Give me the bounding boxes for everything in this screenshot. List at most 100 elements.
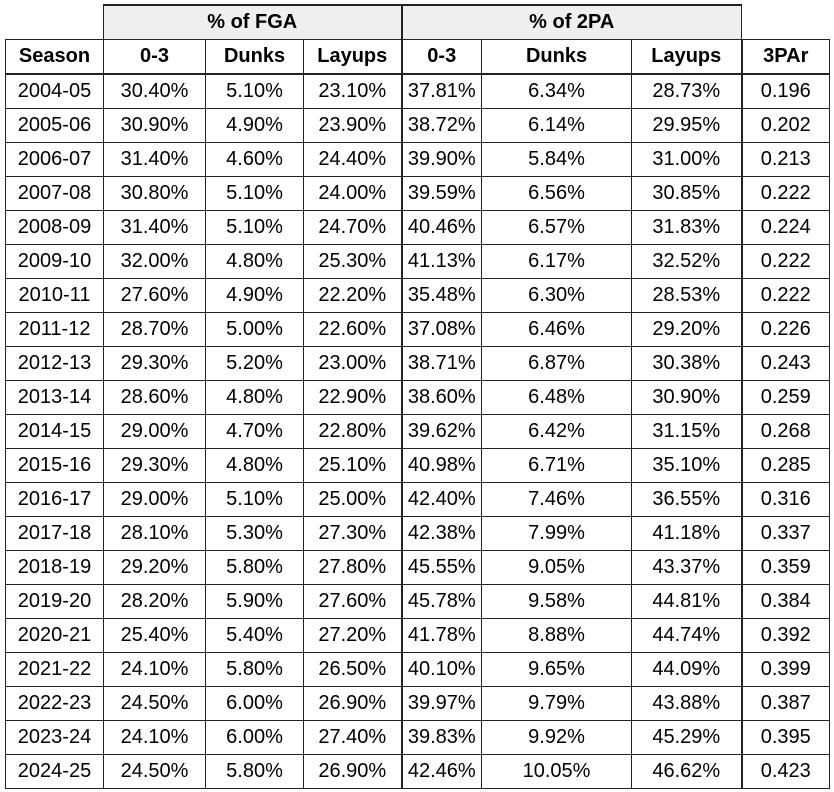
cell-fga-0-3: 28.20%: [103, 584, 206, 619]
cell-fga-0-3: 25.40%: [103, 618, 206, 653]
cell-fga-layups: 27.20%: [303, 618, 403, 653]
cell-2pa-layups: 36.55%: [631, 482, 743, 517]
cell-season: 2006-07: [5, 142, 104, 177]
table-row: 2008-09 31.40% 5.10% 24.70% 40.46% 6.57% 31.83…: [5, 210, 830, 245]
cell-fga-0-3: 31.40%: [103, 142, 206, 177]
cell-2pa-0-3: 38.72%: [400, 108, 482, 143]
cell-fga-layups: 26.90%: [303, 686, 403, 721]
cell-fga-dunks: 5.80%: [205, 652, 304, 687]
cell-fga-dunks: 5.20%: [205, 346, 304, 381]
cell-season: 2010-11: [5, 278, 104, 313]
cell-2pa-0-3: 38.71%: [400, 346, 482, 381]
cell-2pa-layups: 28.73%: [631, 73, 743, 109]
cell-2pa-dunks: 6.34%: [481, 73, 632, 109]
cell-3par: 0.222: [741, 176, 830, 211]
cell-season: 2008-09: [5, 210, 104, 245]
cell-season: 2014-15: [5, 414, 104, 449]
cell-fga-layups: 24.70%: [303, 210, 403, 245]
cell-fga-dunks: 5.10%: [205, 176, 304, 211]
table-row: 2013-14 28.60% 4.80% 22.90% 38.60% 6.48% 30.90…: [5, 380, 830, 415]
table-row: 2012-13 29.30% 5.20% 23.00% 38.71% 6.87% 30.38…: [5, 346, 830, 381]
cell-3par: 0.243: [741, 346, 830, 381]
cell-2pa-0-3: 45.55%: [400, 550, 482, 585]
cell-fga-0-3: 31.40%: [103, 210, 206, 245]
cell-3par: 0.392: [741, 618, 830, 653]
cell-3par: 0.222: [741, 278, 830, 313]
cell-season: 2005-06: [5, 108, 104, 143]
cell-season: 2007-08: [5, 176, 104, 211]
cell-2pa-layups: 43.88%: [631, 686, 743, 721]
cell-2pa-0-3: 40.46%: [400, 210, 482, 245]
cell-2pa-dunks: 6.17%: [481, 244, 632, 279]
cell-2pa-0-3: 38.60%: [400, 380, 482, 415]
cell-fga-0-3: 24.10%: [103, 720, 206, 755]
cell-fga-layups: 25.10%: [303, 448, 403, 483]
cell-season: 2018-19: [5, 550, 104, 585]
cell-3par: 0.423: [741, 754, 830, 789]
blank-corner-cell: [5, 5, 104, 40]
cell-2pa-dunks: 9.92%: [481, 720, 632, 755]
group-header-2pa: % of 2PA: [400, 4, 742, 40]
cell-fga-0-3: 24.50%: [103, 686, 206, 721]
cell-fga-0-3: 29.30%: [103, 346, 206, 381]
cell-3par: 0.222: [741, 244, 830, 279]
cell-3par: 0.196: [741, 73, 830, 109]
cell-fga-dunks: 4.80%: [205, 448, 304, 483]
cell-fga-dunks: 4.80%: [205, 244, 304, 279]
cell-2pa-0-3: 41.13%: [400, 244, 482, 279]
cell-2pa-layups: 29.95%: [631, 108, 743, 143]
cell-2pa-dunks: 8.88%: [481, 618, 632, 653]
cell-3par: 0.359: [741, 550, 830, 585]
table-row: 2005-06 30.90% 4.90% 23.90% 38.72% 6.14% 29.95…: [5, 108, 830, 143]
cell-3par: 0.268: [741, 414, 830, 449]
table-row: 2021-22 24.10% 5.80% 26.50% 40.10% 9.65% 44.09…: [5, 652, 830, 687]
cell-2pa-layups: 30.85%: [631, 176, 743, 211]
cell-2pa-layups: 31.83%: [631, 210, 743, 245]
cell-2pa-0-3: 42.40%: [400, 482, 482, 517]
cell-fga-0-3: 30.40%: [103, 73, 206, 109]
column-header-2pa-0-3: 0-3: [400, 39, 482, 75]
cell-fga-0-3: 27.60%: [103, 278, 206, 313]
cell-3par: 0.202: [741, 108, 830, 143]
cell-3par: 0.387: [741, 686, 830, 721]
cell-3par: 0.395: [741, 720, 830, 755]
table-row: 2011-12 28.70% 5.00% 22.60% 37.08% 6.46% 29.20…: [5, 312, 830, 347]
cell-2pa-dunks: 6.48%: [481, 380, 632, 415]
cell-fga-0-3: 29.30%: [103, 448, 206, 483]
column-header-2pa-dunks: Dunks: [481, 39, 632, 75]
cell-season: 2004-05: [5, 73, 104, 109]
table-row: 2014-15 29.00% 4.70% 22.80% 39.62% 6.42% 31.15…: [5, 414, 830, 449]
cell-fga-0-3: 28.10%: [103, 516, 206, 551]
cell-fga-layups: 25.30%: [303, 244, 403, 279]
column-header-fga-layups: Layups: [303, 39, 403, 75]
cell-fga-0-3: 32.00%: [103, 244, 206, 279]
cell-fga-dunks: 6.00%: [205, 686, 304, 721]
cell-2pa-layups: 30.90%: [631, 380, 743, 415]
column-header-2pa-layups: Layups: [631, 39, 743, 75]
cell-fga-layups: 23.90%: [303, 108, 403, 143]
cell-2pa-layups: 43.37%: [631, 550, 743, 585]
cell-fga-layups: 22.20%: [303, 278, 403, 313]
cell-2pa-dunks: 9.05%: [481, 550, 632, 585]
cell-season: 2022-23: [5, 686, 104, 721]
cell-fga-dunks: 6.00%: [205, 720, 304, 755]
cell-fga-0-3: 30.90%: [103, 108, 206, 143]
column-header-row: Season 0-3 Dunks Layups 0-3 Dunks Layups…: [5, 39, 830, 75]
cell-2pa-dunks: 6.57%: [481, 210, 632, 245]
cell-2pa-0-3: 37.81%: [400, 73, 482, 109]
cell-2pa-0-3: 40.98%: [400, 448, 482, 483]
cell-season: 2013-14: [5, 380, 104, 415]
cell-fga-dunks: 4.90%: [205, 278, 304, 313]
cell-fga-dunks: 5.10%: [205, 73, 304, 109]
table-row: 2016-17 29.00% 5.10% 25.00% 42.40% 7.46% 36.55…: [5, 482, 830, 517]
cell-2pa-layups: 44.74%: [631, 618, 743, 653]
cell-2pa-0-3: 39.83%: [400, 720, 482, 755]
cell-season: 2024-25: [5, 754, 104, 789]
cell-2pa-0-3: 39.62%: [400, 414, 482, 449]
cell-3par: 0.213: [741, 142, 830, 177]
cell-2pa-dunks: 10.05%: [481, 754, 632, 789]
cell-2pa-dunks: 6.42%: [481, 414, 632, 449]
cell-fga-0-3: 24.10%: [103, 652, 206, 687]
cell-season: 2019-20: [5, 584, 104, 619]
cell-fga-dunks: 5.80%: [205, 550, 304, 585]
